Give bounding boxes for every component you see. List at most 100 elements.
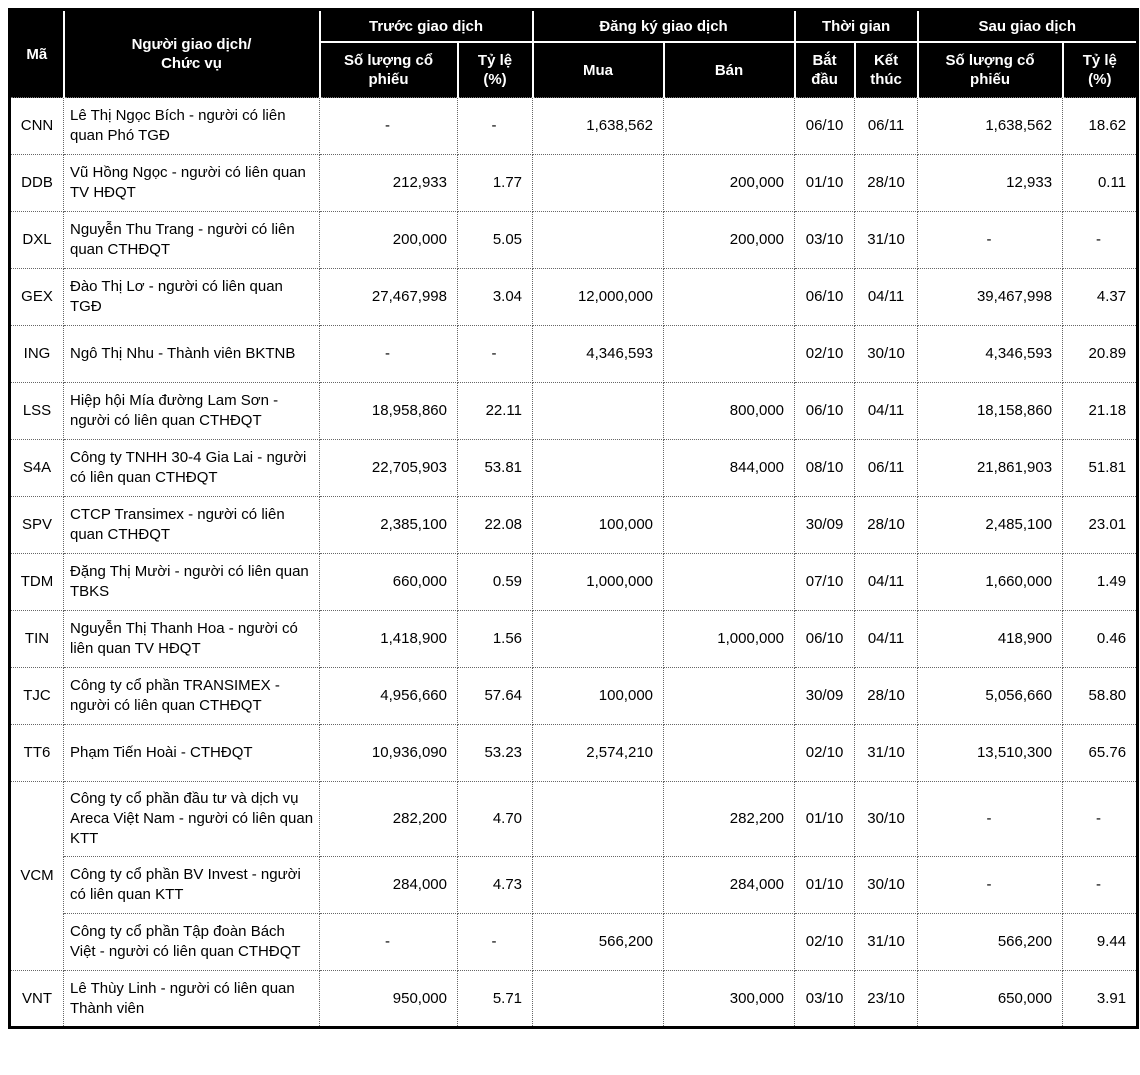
after-ratio-cell: 18.62 — [1062, 97, 1139, 155]
header-end: Kết thúc — [853, 41, 919, 98]
buy-cell — [532, 970, 665, 1028]
table-header: Mã Người giao dịch/ Chức vụ Trước giao d… — [8, 8, 1139, 98]
after-ratio-cell: 0.11 — [1062, 154, 1139, 212]
start-date-cell: 06/10 — [794, 97, 856, 155]
end-date-cell: 30/10 — [854, 325, 919, 383]
before-shares-cell: 2,385,100 — [319, 496, 458, 554]
after-ratio-cell: 51.81 — [1062, 439, 1139, 497]
before-ratio-cell: - — [456, 325, 534, 383]
sell-cell: 284,000 — [663, 856, 796, 914]
ticker-cell: CNN — [9, 97, 64, 155]
ticker-cell: ING — [9, 325, 64, 383]
end-date-cell: 06/11 — [854, 439, 919, 497]
header-after-ratio: Tỷ lệ (%) — [1061, 41, 1139, 98]
table-row: LSS Hiệp hội Mía đường Lam Sơn - người có… — [9, 382, 1139, 440]
sell-cell — [663, 667, 796, 725]
end-date-cell: 30/10 — [854, 781, 919, 857]
after-ratio-cell: - — [1062, 856, 1139, 914]
buy-cell — [532, 856, 665, 914]
start-date-cell: 02/10 — [794, 913, 856, 971]
table-row: TT6 Phạm Tiến Hoài - CTHĐQT 10,936,090 53.2… — [9, 724, 1139, 782]
before-ratio-cell: - — [456, 97, 534, 155]
before-ratio-cell: 4.73 — [456, 856, 534, 914]
after-ratio-cell: 58.80 — [1062, 667, 1139, 725]
end-date-cell: 04/11 — [854, 553, 919, 611]
start-date-cell: 02/10 — [794, 325, 856, 383]
sell-cell — [663, 325, 796, 383]
trader-cell: Công ty cổ phần BV Invest - người có liê… — [63, 856, 320, 914]
buy-cell: 4,346,593 — [532, 325, 665, 383]
after-ratio-cell: 21.18 — [1062, 382, 1139, 440]
trader-cell: CTCP Transimex - người có liên quan CTHĐ… — [63, 496, 320, 554]
buy-cell — [532, 781, 665, 857]
trader-cell: Lê Thùy Linh - người có liên quan Thành … — [63, 970, 320, 1028]
after-shares-cell: 2,485,100 — [917, 496, 1064, 554]
after-shares-cell: 13,510,300 — [917, 724, 1064, 782]
header-group-row: Mã Người giao dịch/ Chức vụ Trước giao d… — [8, 8, 1139, 98]
trader-cell: Công ty cổ phần Tập đoàn Bách Việt - ngư… — [63, 913, 320, 971]
header-after-shares: Số lượng cổ phiếu — [916, 41, 1064, 98]
trader-cell: Nguyễn Thị Thanh Hoa - người có liên qua… — [63, 610, 320, 668]
ticker-cell: GEX — [9, 268, 64, 326]
ticker-cell: TIN — [9, 610, 64, 668]
table-row: GEX Đào Thị Lơ - người có liên quan TGĐ 27… — [9, 268, 1139, 326]
before-shares-cell: 660,000 — [319, 553, 458, 611]
before-ratio-cell: 57.64 — [456, 667, 534, 725]
buy-cell — [532, 211, 665, 269]
sell-cell — [663, 97, 796, 155]
buy-cell: 12,000,000 — [532, 268, 665, 326]
end-date-cell: 31/10 — [854, 913, 919, 971]
after-ratio-cell: 4.37 — [1062, 268, 1139, 326]
buy-cell: 100,000 — [532, 667, 665, 725]
before-ratio-cell: 1.77 — [456, 154, 534, 212]
end-date-cell: 04/11 — [854, 382, 919, 440]
buy-cell: 566,200 — [532, 913, 665, 971]
ticker-cell: LSS — [9, 382, 64, 440]
before-ratio-cell: 22.11 — [456, 382, 534, 440]
header-before-group: Trước giao dịch — [318, 8, 534, 43]
header-buy: Mua — [531, 41, 665, 98]
before-shares-cell: 950,000 — [319, 970, 458, 1028]
end-date-cell: 28/10 — [854, 154, 919, 212]
transactions-table: Mã Người giao dịch/ Chức vụ Trước giao d… — [8, 8, 1140, 1029]
trader-cell: Đào Thị Lơ - người có liên quan TGĐ — [63, 268, 320, 326]
buy-cell: 1,638,562 — [532, 97, 665, 155]
after-shares-cell: 4,346,593 — [917, 325, 1064, 383]
end-date-cell: 04/11 — [854, 610, 919, 668]
after-shares-cell: 21,861,903 — [917, 439, 1064, 497]
before-ratio-cell: 1.56 — [456, 610, 534, 668]
header-before-shares: Số lượng cổ phiếu — [318, 41, 459, 98]
table-row: TJC Công ty cổ phần TRANSIMEX - người có … — [9, 667, 1139, 725]
after-ratio-cell: 23.01 — [1062, 496, 1139, 554]
header-register-group: Đăng ký giao dịch — [531, 8, 796, 43]
header-sub-row: Số lượng cổ phiếu Tỷ lệ (%) Mua Bán Bắt … — [10, 41, 1139, 98]
table-row: Công ty cổ phần BV Invest - người có liê… — [10, 856, 1139, 914]
end-date-cell: 28/10 — [854, 667, 919, 725]
before-shares-cell: - — [319, 325, 458, 383]
table-body: CNN Lê Thị Ngọc Bích - người có liên quan… — [9, 97, 1139, 1028]
start-date-cell: 03/10 — [794, 211, 856, 269]
after-shares-cell: - — [917, 856, 1064, 914]
before-shares-cell: 27,467,998 — [319, 268, 458, 326]
start-date-cell: 02/10 — [794, 724, 856, 782]
before-ratio-cell: 22.08 — [456, 496, 534, 554]
header-sell: Bán — [662, 41, 796, 98]
start-date-cell: 30/09 — [794, 496, 856, 554]
start-date-cell: 06/10 — [794, 268, 856, 326]
before-shares-cell: 1,418,900 — [319, 610, 458, 668]
after-shares-cell: - — [917, 211, 1064, 269]
before-shares-cell: - — [319, 913, 458, 971]
sell-cell — [663, 724, 796, 782]
before-shares-cell: 282,200 — [319, 781, 458, 857]
trader-cell: Hiệp hội Mía đường Lam Sơn - người có li… — [63, 382, 320, 440]
table-row: DXL Nguyễn Thu Trang - người có liên quan… — [9, 211, 1139, 269]
buy-cell: 2,574,210 — [532, 724, 665, 782]
start-date-cell: 01/10 — [794, 781, 856, 857]
after-ratio-cell: 9.44 — [1062, 913, 1139, 971]
after-shares-cell: 566,200 — [917, 913, 1064, 971]
header-time-group: Thời gian — [793, 8, 919, 43]
before-ratio-cell: - — [456, 913, 534, 971]
buy-cell: 1,000,000 — [532, 553, 665, 611]
header-code: Mã — [8, 8, 65, 98]
table-row: TDM Đặng Thị Mười - người có liên quan TB… — [9, 553, 1139, 611]
